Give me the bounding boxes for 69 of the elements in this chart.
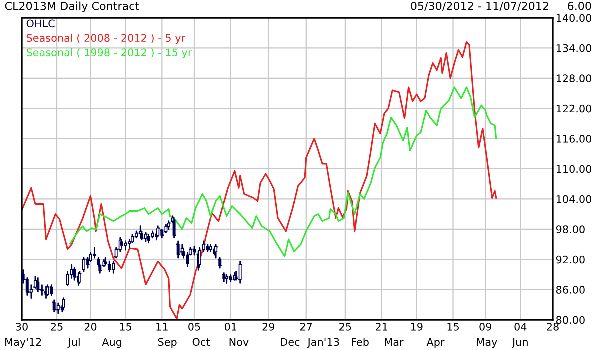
candlestick [56,302,60,314]
candlestick [229,274,233,282]
x-tick-label: 20 [84,322,97,331]
candlestick [208,244,212,252]
x2-tick-label: Mar [385,338,404,346]
x-tick-label: 19 [411,322,423,331]
x2-tick-label: Apr [426,338,445,348]
x-tick-label: 21 [376,322,388,331]
y-tick-label: 80.00 [556,316,585,324]
candlestick [146,234,150,244]
candlestick [112,260,116,274]
y-tick-label: 98.00 [556,226,585,234]
text: OHLC [26,20,55,28]
x-tick-label: 05 [188,322,200,331]
candlestick [108,260,112,272]
x-tick-label: 15 [120,323,132,331]
x-tick-label: 30 [16,322,28,331]
candlestick [206,244,210,252]
candlestick [82,257,86,272]
y-tick-label: 128.00 [556,74,592,83]
y-tick-label: 116.00 [556,135,592,143]
x-tick-label: 25 [51,322,63,331]
x2-tick-label: May'12 [6,338,42,348]
candlestick [238,260,242,284]
y-tick-label: 110.00 [556,165,592,174]
candlestick [52,300,56,313]
x-tick-label: 04 [514,322,527,331]
candlestick [225,274,229,284]
x2-tick-label: Jul [68,338,80,348]
x-tick-label: 11 [156,323,168,331]
candlestick [93,247,97,259]
y-tick-label: 140.00 [556,14,592,22]
candlestick [172,219,176,239]
text: Seasonal ( 1998 - 2012 ) - 15 yr [26,48,192,59]
chart-title: CL2013M Daily Contract [5,2,140,13]
text: 6.00 [568,2,592,10]
y-tick-label: 104.00 [556,195,592,204]
x2-tick-label: Jan'13 [307,338,340,348]
x2-tick-label: Feb [352,338,369,346]
y-tick-label: 92.00 [556,256,585,264]
candlestick [218,257,222,269]
x-tick-label: 01 [224,322,237,331]
candlestick [50,284,54,296]
x2-tick-label: Oct [192,338,210,346]
x-tick-label: 28 [547,322,559,331]
candlestick [160,229,164,239]
x2-tick-label: Sep [158,338,177,348]
x-tick-label: 27 [300,322,312,331]
candlestick [144,232,148,242]
line-series [70,86,498,258]
x-tick-label: 15 [448,323,459,331]
text: 05/30/2012 - 11/07/2012 [411,2,548,12]
x2-tick-label: Aug [102,338,122,348]
x2-tick-label: Dec [281,338,300,346]
candlestick [62,298,66,310]
candlestick [222,272,226,282]
text: Seasonal ( 2008 - 2012 ) - 5 yr [26,34,186,44]
x-tick-label: 25 [340,322,352,331]
x-tick-label: 09 [480,322,492,331]
y-tick-label: 86.00 [556,286,585,294]
x-tick-label: 29 [262,322,275,331]
y-tick-label: 134.00 [556,44,592,52]
x2-tick-label: Jun [512,338,528,348]
x2-tick-label: Nov [230,338,249,346]
candlestick [176,240,180,259]
x2-tick-label: May [477,338,498,348]
y-tick-label: 122.00 [556,104,592,113]
candlestick [124,240,128,251]
candlestick [36,278,40,293]
